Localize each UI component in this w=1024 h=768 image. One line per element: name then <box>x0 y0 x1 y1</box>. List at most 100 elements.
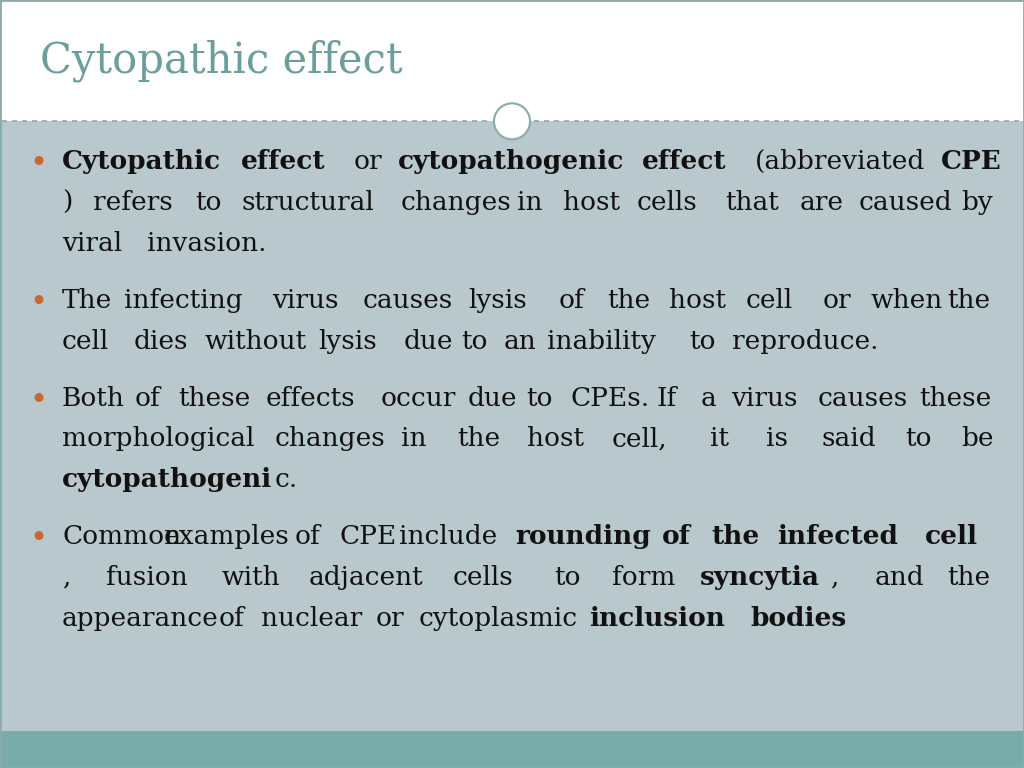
Text: and: and <box>874 565 924 590</box>
Text: Both: Both <box>62 386 125 411</box>
Text: syncytia: syncytia <box>699 565 819 590</box>
Text: to: to <box>461 329 487 354</box>
Text: inclusion: inclusion <box>589 606 725 631</box>
Text: morphological: morphological <box>62 426 254 452</box>
Text: or: or <box>354 149 383 174</box>
Text: effect: effect <box>241 149 326 174</box>
Text: ,: , <box>830 565 839 590</box>
Text: to: to <box>906 426 932 452</box>
Text: bodies: bodies <box>751 606 847 631</box>
Text: cell,: cell, <box>611 426 667 452</box>
Text: cytoplasmic: cytoplasmic <box>418 606 578 631</box>
Text: occur: occur <box>381 386 457 411</box>
Text: of: of <box>663 524 691 549</box>
Text: virus: virus <box>731 386 798 411</box>
Text: due: due <box>404 329 454 354</box>
Text: when: when <box>870 288 943 313</box>
Text: cytopathogenic: cytopathogenic <box>397 149 624 174</box>
Text: or: or <box>376 606 404 631</box>
Text: are: are <box>800 190 843 215</box>
Text: host: host <box>527 426 585 452</box>
Text: ,: , <box>62 565 71 590</box>
Circle shape <box>494 104 530 139</box>
Text: nuclear: nuclear <box>261 606 362 631</box>
Text: CPE: CPE <box>941 149 1001 174</box>
Text: caused: caused <box>859 190 952 215</box>
Text: host: host <box>563 190 620 215</box>
Text: •: • <box>29 288 47 317</box>
Bar <box>0 731 1024 768</box>
Text: infecting: infecting <box>124 288 243 313</box>
Text: effect: effect <box>642 149 726 174</box>
Bar <box>0 121 1024 731</box>
Text: in: in <box>401 426 427 452</box>
Text: lysis: lysis <box>318 329 377 354</box>
Text: structural: structural <box>242 190 374 215</box>
Text: cells: cells <box>637 190 697 215</box>
Text: by: by <box>962 190 993 215</box>
Text: said: said <box>821 426 877 452</box>
Text: virus: virus <box>272 288 339 313</box>
Text: Cytopathic: Cytopathic <box>62 149 221 174</box>
Text: the: the <box>458 426 501 452</box>
Text: that: that <box>725 190 779 215</box>
Text: ): ) <box>62 190 73 215</box>
Text: of: of <box>295 524 321 549</box>
Text: •: • <box>29 524 47 553</box>
Text: The: The <box>62 288 113 313</box>
Text: form: form <box>612 565 676 590</box>
Text: is: is <box>766 426 787 452</box>
Text: to: to <box>554 565 581 590</box>
Bar <box>0 0 1024 121</box>
Text: of: of <box>134 386 161 411</box>
Text: of: of <box>559 288 585 313</box>
Text: reproduce.: reproduce. <box>732 329 879 354</box>
Text: without: without <box>205 329 306 354</box>
Text: •: • <box>29 386 47 415</box>
Text: to: to <box>196 190 222 215</box>
Text: appearance: appearance <box>62 606 219 631</box>
Text: Cytopathic effect: Cytopathic effect <box>40 39 402 82</box>
Text: with: with <box>222 565 281 590</box>
Text: rounding: rounding <box>515 524 650 549</box>
Text: invasion.: invasion. <box>147 231 267 257</box>
Text: lysis: lysis <box>468 288 527 313</box>
Text: adjacent: adjacent <box>308 565 423 590</box>
Text: If: If <box>657 386 677 411</box>
Text: in: in <box>517 190 543 215</box>
Text: causes: causes <box>818 386 908 411</box>
Text: the: the <box>712 524 760 549</box>
Text: infected: infected <box>777 524 898 549</box>
Text: cell: cell <box>745 288 794 313</box>
Text: refers: refers <box>93 190 173 215</box>
Text: cytopathogeni: cytopathogeni <box>62 468 272 492</box>
Text: causes: causes <box>364 288 454 313</box>
Text: of: of <box>219 606 245 631</box>
Text: these: these <box>178 386 251 411</box>
Text: inability: inability <box>547 329 655 354</box>
Text: cell: cell <box>62 329 110 354</box>
Text: the: the <box>607 288 650 313</box>
Text: effects: effects <box>265 386 355 411</box>
Text: the: the <box>947 565 990 590</box>
Text: c.: c. <box>274 468 298 492</box>
Text: changes: changes <box>400 190 512 215</box>
Text: Common: Common <box>62 524 181 549</box>
Text: cell: cell <box>925 524 978 549</box>
Text: it: it <box>710 426 729 452</box>
Text: changes: changes <box>274 426 385 452</box>
Text: CPE: CPE <box>340 524 396 549</box>
Text: cells: cells <box>453 565 513 590</box>
Text: include: include <box>398 524 497 549</box>
Text: these: these <box>919 386 991 411</box>
Text: an: an <box>504 329 537 354</box>
Text: dies: dies <box>133 329 187 354</box>
Text: to: to <box>689 329 716 354</box>
Text: a: a <box>701 386 717 411</box>
Text: fusion: fusion <box>106 565 188 590</box>
Text: CPEs.: CPEs. <box>570 386 649 411</box>
Text: examples: examples <box>164 524 290 549</box>
Text: be: be <box>962 426 994 452</box>
Text: •: • <box>29 149 47 178</box>
Text: host: host <box>670 288 726 313</box>
